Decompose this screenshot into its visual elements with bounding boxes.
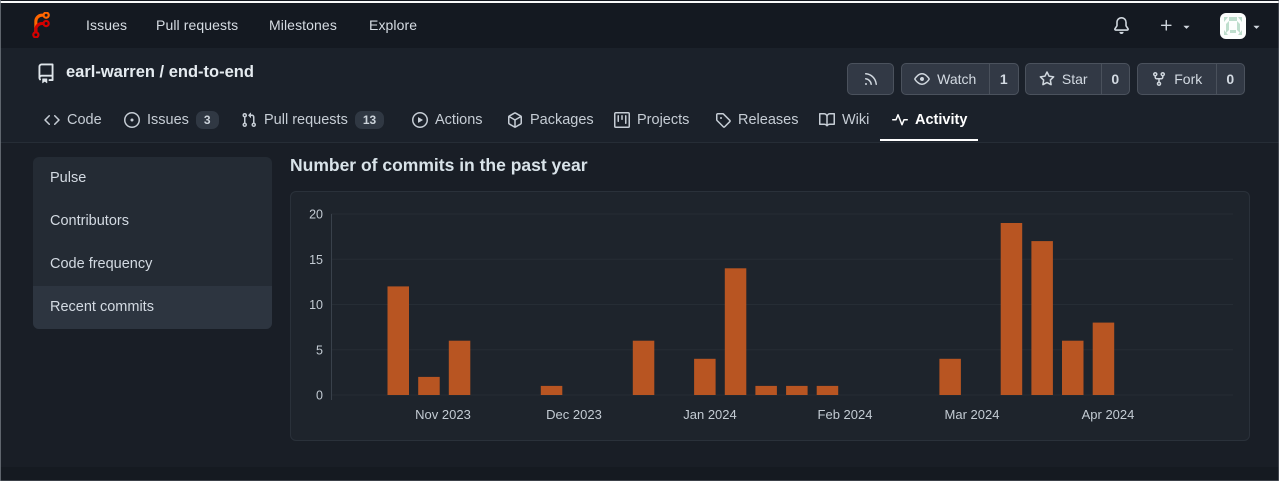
svg-text:Mar 2024: Mar 2024 (945, 407, 1000, 422)
svg-text:15: 15 (309, 253, 323, 267)
svg-text:10: 10 (309, 298, 323, 312)
svg-text:5: 5 (316, 343, 323, 357)
svg-text:Apr 2024: Apr 2024 (1082, 407, 1135, 422)
svg-text:Dec 2023: Dec 2023 (546, 407, 602, 422)
svg-text:Nov 2023: Nov 2023 (415, 407, 471, 422)
svg-text:20: 20 (309, 208, 323, 222)
svg-text:0: 0 (316, 389, 323, 403)
svg-text:Feb 2024: Feb 2024 (818, 407, 873, 422)
svg-text:Jan 2024: Jan 2024 (683, 407, 737, 422)
